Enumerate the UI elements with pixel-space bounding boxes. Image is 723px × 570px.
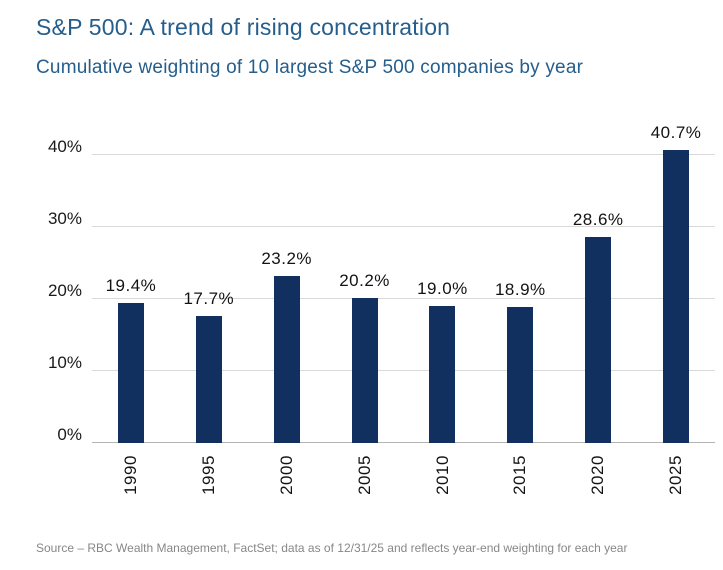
bar-1990 — [117, 303, 144, 443]
bar-2015 — [507, 306, 534, 443]
bar-slot: 17.7% — [170, 155, 248, 443]
bar-1995 — [195, 315, 222, 443]
x-tick-label: 1990 — [120, 455, 140, 495]
y-tick-label: 10% — [47, 353, 82, 372]
x-slot: 2025 — [637, 444, 715, 506]
x-tick-label: 2005 — [354, 455, 374, 495]
x-axis-baseline — [92, 442, 715, 443]
x-tick-label: 2010 — [432, 455, 452, 495]
bar-value-label: 28.6% — [572, 210, 624, 230]
bar-value-label: 20.2% — [339, 270, 390, 290]
x-tick-label: 2020 — [588, 455, 608, 495]
x-slot: 1995 — [170, 444, 248, 506]
bar-value-label: 19.0% — [417, 279, 468, 299]
bar-value-label: 40.7% — [650, 122, 702, 142]
x-axis: 1990 1995 2000 2005 2010 2015 2020 2025 — [92, 444, 715, 506]
x-tick-label: 2015 — [510, 455, 530, 495]
bar-2010 — [429, 306, 456, 443]
x-slot: 2020 — [559, 444, 637, 506]
bar-slot: 23.2% — [248, 155, 326, 443]
gridline — [92, 370, 715, 371]
x-slot: 2010 — [404, 444, 482, 506]
bar-value-label: 19.4% — [105, 276, 157, 296]
bar-2025 — [663, 149, 690, 443]
bar-2005 — [351, 297, 378, 443]
bar-slot: 20.2% — [326, 155, 404, 443]
x-tick-label: 2025 — [666, 455, 686, 495]
plot-area: 19.4% 17.7% 23.2% 20.2% 19.0% 18.9% 28.6% 40.7% — [92, 123, 715, 443]
y-tick-label: 0% — [57, 425, 82, 444]
y-axis: 0% 10% 20% 30% 40% — [22, 138, 82, 444]
bar-value-label: 18.9% — [494, 279, 546, 299]
source-note: Source – RBC Wealth Management, FactSet;… — [36, 541, 628, 555]
gridline — [92, 298, 715, 299]
bar-2020 — [585, 237, 612, 443]
gridline — [92, 154, 715, 155]
bar-slot: 28.6% — [559, 155, 637, 443]
bar-slot: 19.0% — [404, 155, 482, 443]
chart-subtitle: Cumulative weighting of 10 largest S&P 5… — [36, 57, 584, 78]
x-slot: 2000 — [248, 444, 326, 506]
bar-slot: 18.9% — [481, 155, 559, 443]
bar-value-label: 23.2% — [261, 248, 313, 268]
page-title: S&P 500: A trend of rising concentration — [36, 14, 451, 40]
x-slot: 2015 — [481, 444, 559, 506]
bar-value-label: 17.7% — [183, 288, 235, 308]
x-slot: 1990 — [92, 444, 170, 506]
bar-series: 19.4% 17.7% 23.2% 20.2% 19.0% 18.9% 28.6% 40.7% — [92, 123, 715, 443]
y-tick-label: 30% — [47, 209, 82, 228]
x-tick-label: 2000 — [276, 455, 296, 495]
bar-slot: 40.7% — [637, 123, 715, 443]
y-tick-label: 40% — [47, 137, 82, 156]
x-tick-label: 1995 — [198, 455, 218, 495]
gridline — [92, 226, 715, 227]
y-tick-label: 20% — [47, 281, 82, 300]
bar-slot: 19.4% — [92, 155, 170, 443]
bar-2000 — [273, 275, 300, 443]
x-slot: 2005 — [326, 444, 404, 506]
